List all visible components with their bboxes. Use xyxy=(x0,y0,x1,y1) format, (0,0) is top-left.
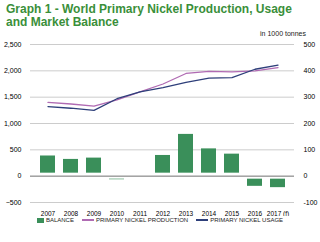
html-text:Graph 1 - World Primary Nickel: Graph 1 - World Primary Nickel Productio… xyxy=(6,2,292,29)
svg-text:-100: -100 xyxy=(304,199,318,206)
svg-text:0: 0 xyxy=(304,172,308,179)
svg-text:2010: 2010 xyxy=(110,210,125,216)
svg-text:−500: −500 xyxy=(6,199,22,206)
svg-text:100: 100 xyxy=(304,146,316,153)
svg-text:2017 (f): 2017 (f) xyxy=(267,210,289,216)
svg-text:200: 200 xyxy=(304,120,316,127)
svg-text:400: 400 xyxy=(304,67,316,74)
html-text:BALANCE: BALANCE xyxy=(45,217,74,223)
html-text:PRIMARY NICKEL USAGE: PRIMARY NICKEL USAGE xyxy=(210,217,284,223)
svg-text:2,000: 2,000 xyxy=(4,67,22,74)
svg-text:2008: 2008 xyxy=(64,210,79,216)
svg-text:2014: 2014 xyxy=(202,210,217,216)
svg-text:2015: 2015 xyxy=(225,210,240,216)
html-text:in 1000 tonnes: in 1000 tonnes xyxy=(260,30,306,37)
svg-text:2013: 2013 xyxy=(179,210,194,216)
html-text:PRIMARY NICKEL PRODUCTION: PRIMARY NICKEL PRODUCTION xyxy=(95,217,189,223)
svg-text:0: 0 xyxy=(18,172,22,179)
svg-text:2,500: 2,500 xyxy=(4,41,22,48)
svg-text:2011: 2011 xyxy=(133,210,147,216)
svg-text:2016: 2016 xyxy=(248,210,263,216)
svg-text:500: 500 xyxy=(10,146,22,153)
svg-text:2012: 2012 xyxy=(156,210,171,216)
svg-text:500: 500 xyxy=(304,41,316,48)
svg-text:300: 300 xyxy=(304,93,316,100)
svg-text:2009: 2009 xyxy=(87,210,102,216)
svg-text:2007: 2007 xyxy=(41,210,56,216)
svg-text:1,500: 1,500 xyxy=(4,93,22,100)
svg-text:1,000: 1,000 xyxy=(4,120,22,127)
